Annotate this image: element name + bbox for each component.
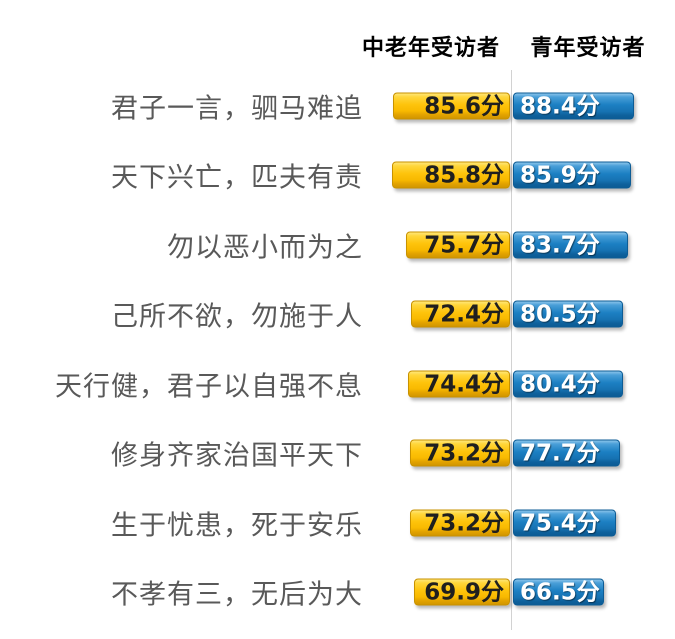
chart-row: 不孝有三，无后为大 69.9分 66.5分 xyxy=(0,558,675,628)
center-axis-line xyxy=(511,70,512,630)
elder-bar: 74.4分 xyxy=(407,370,510,398)
youth-bar: 85.9分 xyxy=(513,161,631,189)
youth-bar: 83.7分 xyxy=(513,231,628,259)
elder-bar: 85.6分 xyxy=(392,92,510,120)
chart-row: 君子一言，驷马难追 85.6分 88.4分 xyxy=(0,71,675,141)
chart-row: 己所不欲，勿施于人 72.4分 80.5分 xyxy=(0,280,675,350)
elder-bar: 72.4分 xyxy=(410,300,510,328)
elder-bar: 85.8分 xyxy=(392,161,510,189)
elder-bar: 69.9分 xyxy=(414,578,510,606)
youth-bar: 66.5分 xyxy=(513,578,605,606)
category-label: 修身齐家治国平天下 xyxy=(111,440,363,471)
legend-youth-label: 青年受访者 xyxy=(530,35,646,60)
youth-bar: 80.5分 xyxy=(513,300,624,328)
category-label: 君子一言，驷马难追 xyxy=(111,93,363,124)
elder-bar: 73.2分 xyxy=(409,439,510,467)
legend-elder-label: 中老年受访者 xyxy=(361,35,501,60)
category-label: 己所不欲，勿施于人 xyxy=(111,301,363,332)
elder-bar: 73.2分 xyxy=(409,509,510,537)
category-label: 天行健，君子以自强不息 xyxy=(55,371,363,402)
chart-row: 天下兴亡，匹夫有责 85.8分 85.9分 xyxy=(0,141,675,211)
category-label: 天下兴亡，匹夫有责 xyxy=(111,162,363,193)
chart-rows: 君子一言，驷马难追 85.6分 88.4分天下兴亡，匹夫有责 85.8分 85.9分勿以… xyxy=(0,71,675,627)
youth-bar: 75.4分 xyxy=(513,509,617,537)
youth-bar: 77.7分 xyxy=(513,439,620,467)
chart-row: 天行健，君子以自强不息 74.4分 80.4分 xyxy=(0,349,675,419)
youth-bar: 80.4分 xyxy=(513,370,624,398)
category-label: 不孝有三，无后为大 xyxy=(111,579,363,610)
chart-row: 勿以恶小而为之 75.7分 83.7分 xyxy=(0,210,675,280)
category-label: 生于忧患，死于安乐 xyxy=(111,510,363,541)
youth-bar: 88.4分 xyxy=(513,92,635,120)
chart-row: 修身齐家治国平天下 73.2分 77.7分 xyxy=(0,419,675,489)
elder-bar: 75.7分 xyxy=(406,231,510,259)
chart-row: 生于忧患，死于安乐 73.2分 75.4分 xyxy=(0,488,675,558)
category-label: 勿以恶小而为之 xyxy=(167,232,363,263)
